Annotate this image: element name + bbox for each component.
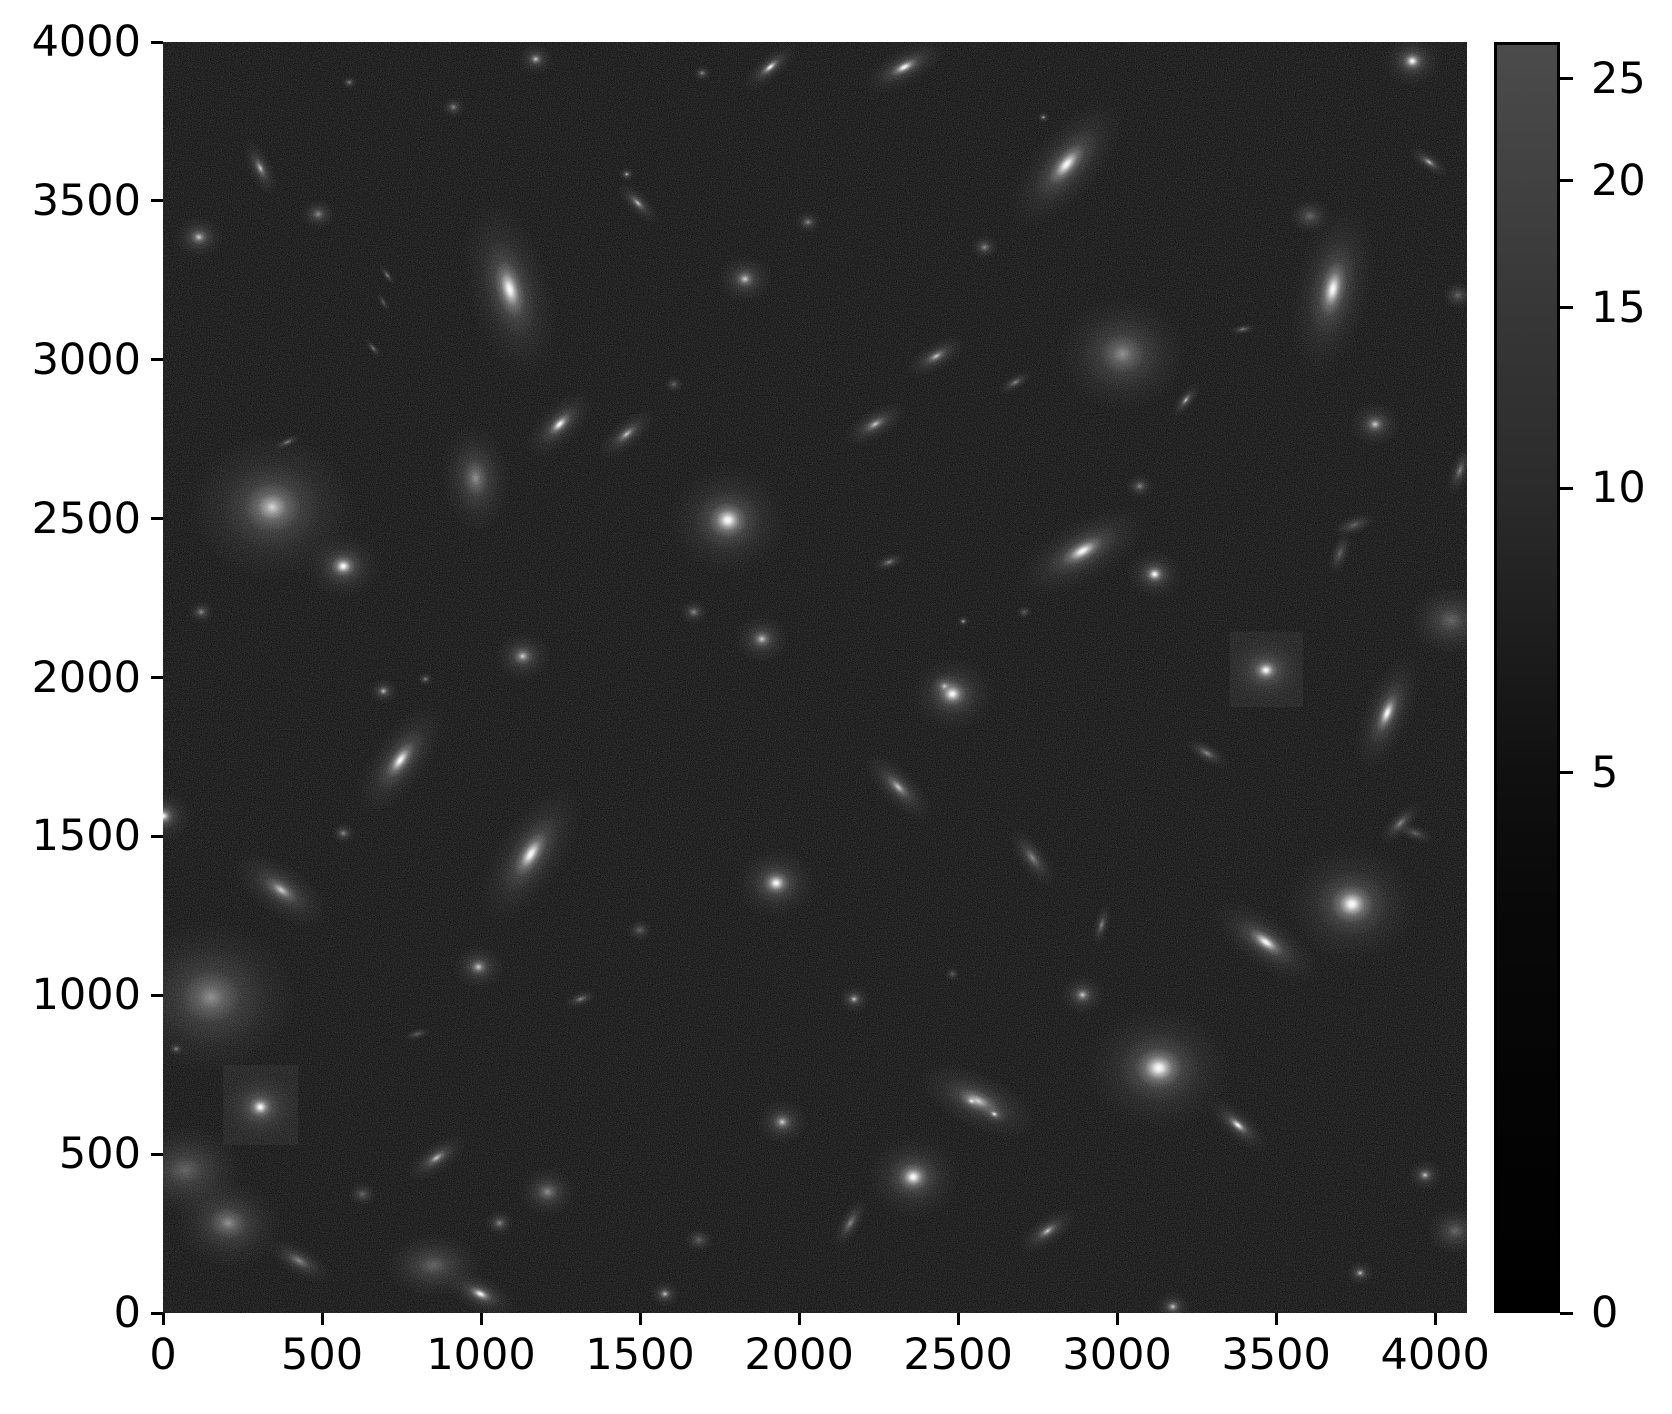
y-axis-tick bbox=[151, 676, 163, 679]
colorbar-tick bbox=[1560, 306, 1573, 310]
y-axis-tick bbox=[151, 993, 163, 997]
y-axis-tick-label: 2500 bbox=[31, 493, 141, 544]
y-axis-tick-label: 2000 bbox=[31, 652, 141, 703]
colorbar-tick bbox=[1560, 179, 1573, 183]
y-axis-tick bbox=[151, 40, 163, 44]
x-axis-tick-label: 3000 bbox=[1062, 1330, 1172, 1380]
colorbar-tick-label: 0 bbox=[1591, 1288, 1619, 1338]
colorbar-gradient bbox=[1497, 45, 1557, 1310]
colorbar-tick-label: 15 bbox=[1591, 282, 1646, 333]
plot-area bbox=[163, 42, 1467, 1313]
x-axis-tick-label: 3500 bbox=[1221, 1330, 1331, 1380]
colorbar bbox=[1494, 42, 1560, 1313]
colorbar-tick bbox=[1560, 77, 1573, 81]
x-axis-tick bbox=[161, 1313, 165, 1325]
x-axis-tick-label: 4000 bbox=[1380, 1330, 1490, 1380]
x-axis-tick bbox=[797, 1313, 801, 1325]
x-axis-tick bbox=[1115, 1313, 1119, 1325]
x-axis-tick-label: 500 bbox=[280, 1330, 364, 1380]
x-axis-tick-label: 1500 bbox=[585, 1330, 695, 1380]
colorbar-tick-label: 20 bbox=[1591, 155, 1646, 206]
x-axis-tick bbox=[638, 1313, 642, 1325]
colorbar-tick-label: 5 bbox=[1591, 747, 1619, 798]
x-axis-tick bbox=[1274, 1313, 1278, 1325]
x-axis-tick bbox=[320, 1313, 324, 1325]
y-axis-tick-label: 3500 bbox=[31, 175, 141, 226]
y-axis-tick-label: 3000 bbox=[31, 334, 141, 385]
y-axis-tick-label: 500 bbox=[58, 1129, 141, 1180]
colorbar-tick-label: 25 bbox=[1591, 53, 1646, 104]
y-axis-tick-label: 1500 bbox=[31, 811, 141, 862]
x-axis-tick-label: 1000 bbox=[426, 1330, 536, 1380]
noise-overlay bbox=[163, 42, 1467, 1313]
y-axis-tick-label: 0 bbox=[113, 1288, 141, 1338]
y-axis-tick bbox=[151, 517, 163, 521]
x-axis-tick bbox=[479, 1313, 483, 1325]
x-axis-tick-label: 0 bbox=[149, 1330, 177, 1380]
y-axis-tick-label: 4000 bbox=[31, 17, 141, 67]
colorbar-tick bbox=[1560, 1311, 1573, 1315]
y-axis-tick bbox=[151, 1152, 163, 1156]
y-axis-tick bbox=[151, 199, 163, 203]
x-axis-tick-label: 2000 bbox=[744, 1330, 854, 1380]
colorbar-tick-label: 10 bbox=[1591, 463, 1646, 514]
x-axis-tick bbox=[1433, 1313, 1437, 1325]
x-axis-tick bbox=[956, 1313, 960, 1325]
y-axis-tick-label: 1000 bbox=[31, 970, 141, 1021]
y-axis-tick bbox=[151, 1311, 163, 1315]
x-axis-tick-label: 2500 bbox=[903, 1330, 1013, 1380]
y-axis-tick bbox=[151, 834, 163, 838]
colorbar-tick bbox=[1560, 771, 1573, 775]
y-axis-tick bbox=[151, 358, 163, 362]
galaxy-field-svg bbox=[163, 42, 1467, 1313]
colorbar-tick bbox=[1560, 486, 1573, 490]
galaxy-layer bbox=[163, 42, 1467, 1313]
